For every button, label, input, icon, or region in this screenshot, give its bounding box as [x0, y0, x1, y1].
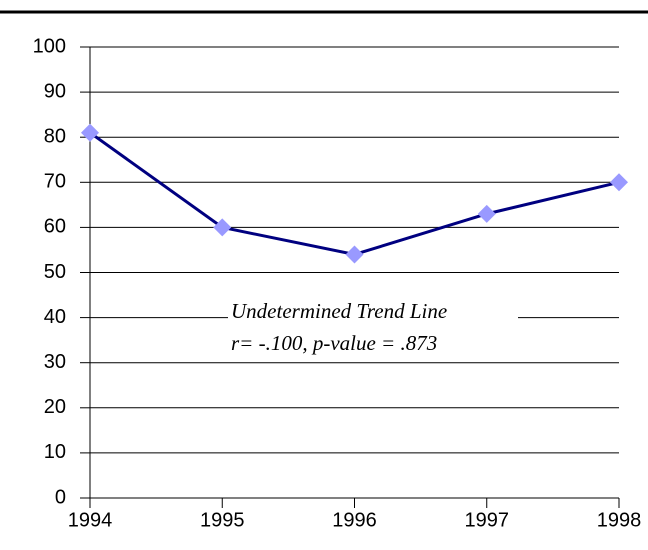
y-tick-label: 70 [44, 171, 66, 193]
y-tick-label: 60 [44, 216, 66, 238]
marker [213, 218, 232, 237]
x-tick-label: 1995 [200, 509, 245, 531]
y-tick-label: 100 [33, 35, 66, 57]
y-tick-label: 80 [44, 125, 66, 147]
y-tick-label: 50 [44, 261, 66, 283]
marker [81, 123, 99, 142]
marker [610, 173, 628, 192]
x-tick-label: 1998 [597, 509, 642, 531]
marker [477, 204, 496, 223]
y-tick-label: 40 [44, 306, 66, 328]
y-tick-label: 30 [44, 351, 66, 373]
y-tick-label: 0 [55, 486, 66, 508]
annotation-box [228, 294, 518, 362]
y-tick-label: 10 [44, 441, 66, 463]
x-tick-label: 1994 [68, 509, 113, 531]
x-tick-label: 1997 [465, 509, 510, 531]
x-tick-label: 1996 [332, 509, 377, 531]
annotation: Undetermined Trend Line [231, 299, 447, 323]
line [89, 131, 620, 257]
annotation: r= -.100, p-value = .873 [231, 331, 437, 355]
marker [345, 245, 364, 264]
y-tick-label: 20 [44, 396, 66, 418]
y-tick-label: 90 [44, 80, 66, 102]
